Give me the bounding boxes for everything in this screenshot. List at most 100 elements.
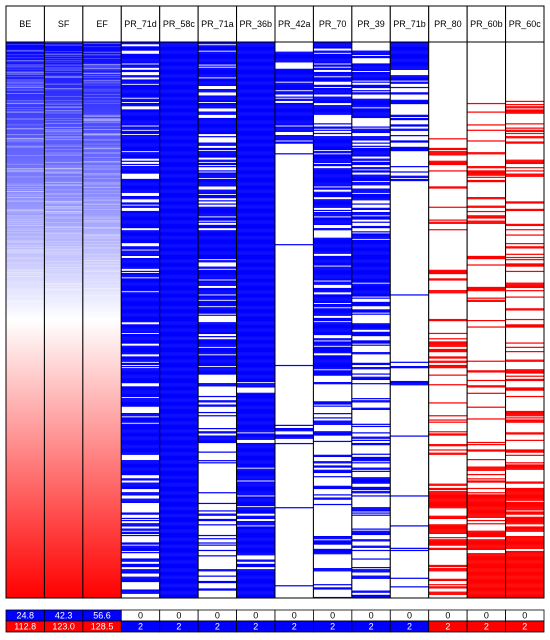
- binary-cell: [467, 586, 506, 588]
- gradient-streak: [6, 72, 45, 74]
- binary-cell: [121, 240, 160, 243]
- binary-cell: [236, 112, 275, 114]
- binary-cell: [121, 132, 160, 135]
- column-sf: SF: [43, 5, 84, 599]
- binary-cell: [159, 392, 199, 394]
- binary-cell: [467, 515, 506, 517]
- binary-cell: [159, 282, 199, 284]
- binary-cell: [467, 555, 506, 557]
- binary-cell: [313, 221, 352, 223]
- binary-cell: [159, 237, 199, 239]
- binary-cell: [351, 198, 391, 200]
- binary-cell: [121, 463, 160, 465]
- binary-cell: [351, 73, 391, 75]
- binary-cell: [505, 522, 544, 524]
- binary-cell: [121, 136, 160, 138]
- binary-cell: [505, 504, 544, 507]
- binary-cell: [159, 355, 199, 357]
- binary-cell: [198, 404, 237, 406]
- gradient-streak: [6, 251, 45, 252]
- binary-cell: [390, 178, 429, 181]
- binary-cell: [159, 76, 199, 78]
- binary-cell: [390, 92, 429, 94]
- binary-cell: [428, 206, 468, 208]
- binary-cell: [198, 192, 237, 194]
- binary-cell: [505, 465, 544, 467]
- binary-cell: [198, 185, 237, 187]
- binary-cell: [159, 203, 199, 205]
- binary-cell: [236, 323, 275, 325]
- binary-cell: [198, 221, 237, 223]
- binary-cell: [198, 437, 237, 439]
- gradient-streak: [6, 82, 45, 83]
- gradient-streak: [82, 236, 122, 238]
- binary-cell: [159, 220, 199, 222]
- binary-cell: [159, 190, 199, 192]
- binary-cell: [121, 202, 160, 204]
- binary-cell: [428, 528, 468, 530]
- binary-cell: [121, 320, 160, 322]
- binary-cell: [159, 111, 199, 113]
- binary-cell: [467, 570, 506, 572]
- binary-cell: [159, 255, 199, 258]
- binary-cell: [236, 569, 275, 571]
- binary-cell: [198, 251, 237, 253]
- gradient-streak: [82, 237, 122, 239]
- binary-cell: [236, 114, 275, 116]
- binary-cell: [313, 320, 352, 322]
- binary-cell: [236, 197, 275, 199]
- binary-cell: [428, 540, 468, 542]
- binary-cell: [467, 566, 506, 569]
- binary-cell: [121, 251, 160, 253]
- binary-cell: [313, 138, 352, 140]
- binary-cell: [505, 419, 544, 421]
- binary-cell: [236, 543, 275, 545]
- binary-cell: [313, 140, 352, 142]
- binary-cell: [159, 494, 199, 496]
- binary-cell: [390, 44, 429, 46]
- binary-cell: [159, 396, 199, 399]
- binary-cell: [467, 172, 506, 174]
- binary-cell: [236, 249, 275, 251]
- binary-cell: [236, 79, 275, 81]
- binary-cell: [428, 543, 468, 545]
- binary-cell: [198, 123, 237, 125]
- binary-cell: [313, 92, 352, 94]
- binary-cell: [159, 292, 199, 294]
- binary-cell: [236, 527, 275, 529]
- gradient-streak: [82, 120, 122, 122]
- binary-cell: [236, 236, 275, 238]
- gradient-streak: [82, 319, 122, 320]
- binary-cell: [198, 47, 237, 49]
- binary-cell: [236, 160, 275, 162]
- binary-cell: [236, 578, 275, 580]
- binary-cell: [351, 363, 391, 366]
- binary-cell: [121, 298, 160, 300]
- binary-cell: [351, 108, 391, 110]
- gradient-streak: [6, 183, 45, 185]
- binary-cell: [121, 154, 160, 156]
- binary-cell: [236, 468, 275, 470]
- legend-pr-60b: 02: [466, 609, 506, 633]
- binary-cell: [159, 431, 199, 433]
- binary-cell: [275, 87, 314, 90]
- binary-cell: [351, 259, 391, 261]
- binary-cell: [313, 45, 352, 47]
- binary-cell: [313, 368, 352, 370]
- binary-cell: [198, 125, 237, 127]
- binary-cell: [159, 47, 199, 49]
- binary-cell: [236, 419, 275, 421]
- gradient-streak: [82, 190, 122, 192]
- binary-cell: [505, 555, 544, 557]
- binary-cell: [121, 467, 160, 469]
- binary-cell: [159, 154, 199, 156]
- binary-cell: [198, 153, 237, 155]
- binary-cell: [313, 309, 352, 311]
- binary-cell: [121, 116, 160, 119]
- binary-cell: [351, 293, 391, 295]
- binary-cell: [505, 371, 544, 373]
- binary-cell: [121, 118, 160, 121]
- gradient-streak: [44, 65, 83, 67]
- binary-cell: [159, 142, 199, 144]
- binary-cell: [198, 127, 237, 129]
